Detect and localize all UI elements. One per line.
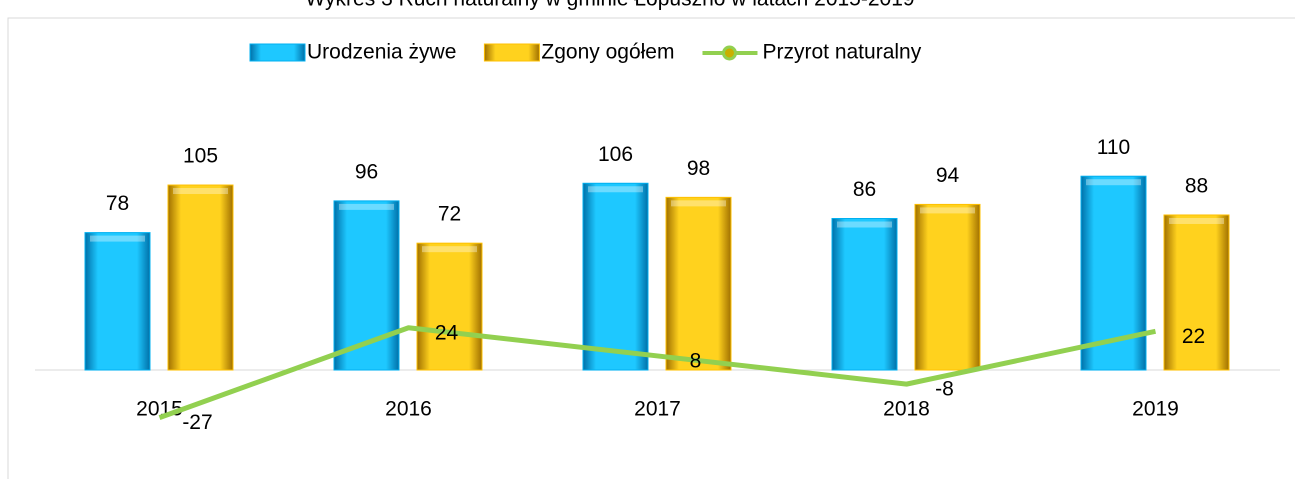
data-label: 98 <box>687 157 710 180</box>
data-label: 72 <box>438 203 461 226</box>
bar <box>416 242 483 371</box>
data-label: 110 <box>1097 136 1130 159</box>
bar-cap <box>588 186 643 193</box>
bar <box>582 182 649 371</box>
bar-cap <box>920 207 975 214</box>
bar-cap <box>339 203 394 210</box>
bar-cap <box>1086 179 1141 186</box>
data-label: 24 <box>435 321 459 344</box>
bar-cap <box>90 235 145 242</box>
x-tick-label: 2018 <box>883 398 930 421</box>
x-tick-label: 2017 <box>634 398 681 421</box>
data-label: 106 <box>598 143 633 166</box>
legend-swatch <box>483 43 540 62</box>
bar-cap <box>422 246 477 253</box>
data-label: 78 <box>106 192 129 215</box>
bar <box>665 196 732 371</box>
bar <box>167 184 234 371</box>
legend-label: Urodzenia żywe <box>307 41 456 64</box>
line <box>158 325 1157 420</box>
data-label: 8 <box>690 349 702 372</box>
legend-swatch <box>249 43 306 62</box>
bar <box>84 232 151 371</box>
data-label: 96 <box>355 160 378 183</box>
legend-marker <box>721 45 737 61</box>
chart-title: Wykres 3 Ruch naturalny w gminie Łopuszn… <box>305 0 914 11</box>
data-label: -8 <box>935 378 954 401</box>
bar-cap <box>837 221 892 228</box>
x-tick-label: 2016 <box>385 398 432 421</box>
bar <box>831 218 898 371</box>
x-tick-label: 2019 <box>1132 398 1179 421</box>
legend-label: Zgony ogółem <box>541 41 674 64</box>
legend: Urodzenia żywe Zgony ogółem Przyrot natura… <box>249 41 922 64</box>
data-label: 94 <box>936 164 960 187</box>
bar-cap <box>1169 217 1224 224</box>
legend-label: Przyrot naturalny <box>762 41 921 64</box>
data-label: 86 <box>853 178 876 201</box>
data-label: 22 <box>1182 325 1205 348</box>
bar <box>1163 214 1230 371</box>
data-label: -27 <box>182 411 212 434</box>
data-label: 88 <box>1185 175 1208 198</box>
bar-cap <box>173 188 228 195</box>
bar <box>914 203 981 371</box>
bar-cap <box>671 200 726 207</box>
chart-border <box>7 17 1295 479</box>
data-label: 105 <box>183 145 218 168</box>
